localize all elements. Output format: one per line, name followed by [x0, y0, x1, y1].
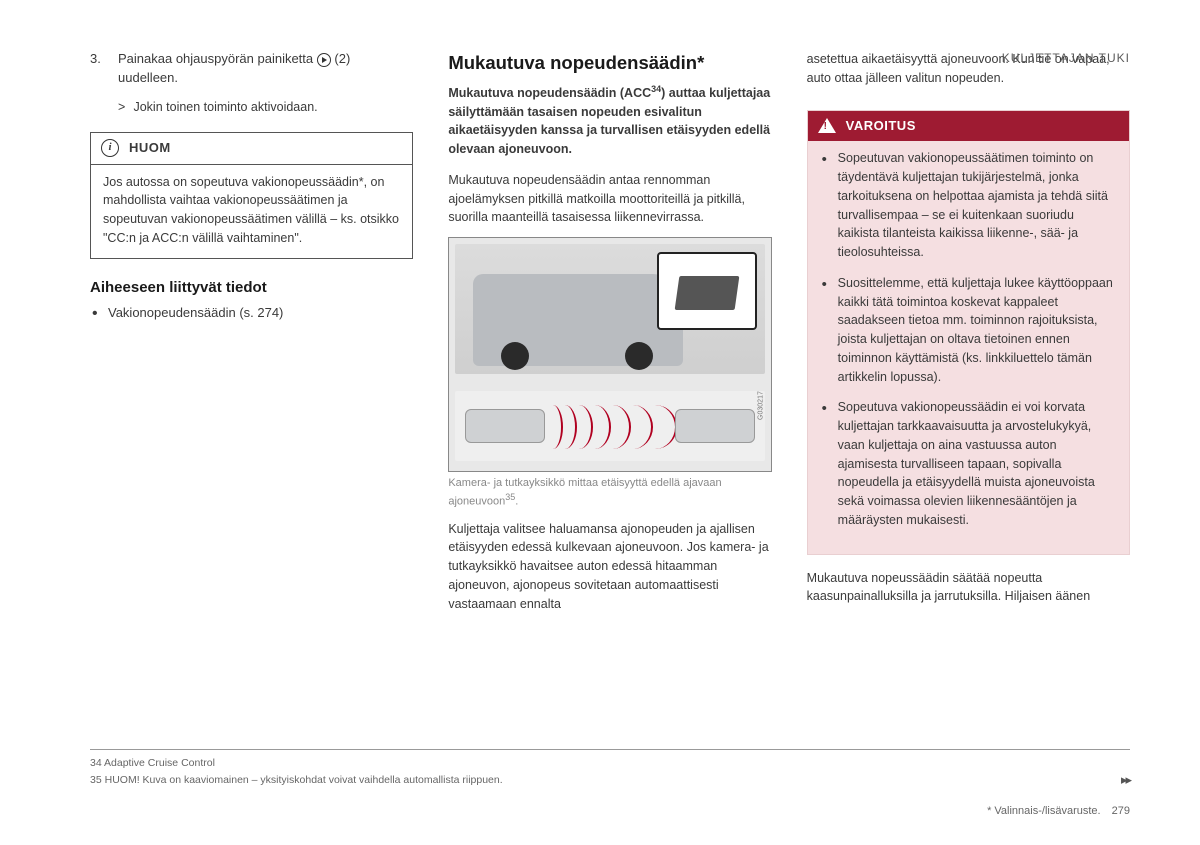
mini-car-right	[675, 409, 755, 443]
main-heading: Mukautuva nopeudensäädin*	[448, 50, 771, 77]
related-title: Aiheeseen liittyvät tiedot	[90, 277, 413, 299]
info-icon: i	[101, 139, 119, 157]
step-sub-text: Jokin toinen toiminto aktivoidaan.	[133, 100, 317, 114]
footnote-35: 35 HUOM! Kuva on kaaviomainen – yksityis…	[90, 773, 1130, 788]
warning-item: Suosittelemme, että kuljettaja lukee käy…	[822, 274, 1115, 387]
caption-sup: 35	[505, 492, 515, 502]
para-bottom: Mukautuva nopeussäädin säätää nopeutta k…	[807, 569, 1130, 607]
continue-arrows-icon: ▸▸	[1121, 771, 1130, 790]
car-illustration	[473, 274, 683, 366]
warning-box: VAROITUS Sopeutuvan vakionopeussäätimen …	[807, 110, 1130, 555]
radar-waves	[553, 405, 673, 449]
caption-a: Kamera- ja tutkayksikkö mittaa etäisyytt…	[448, 477, 721, 508]
wheel-icon	[625, 342, 653, 370]
intro-a: Mukautuva nopeudensäädin (ACC	[448, 86, 651, 100]
related-item: Vakionopeudensäädin (s. 274)	[90, 304, 413, 323]
column-3: asetettua aikaetäisyyttä ajoneuvoon. Kun…	[807, 50, 1130, 730]
step-text-a: Painakaa ohjauspyörän painiketta	[118, 51, 313, 66]
note-title: HUOM	[129, 139, 171, 158]
figure-caption: Kamera- ja tutkayksikkö mittaa etäisyytt…	[448, 476, 771, 509]
column-2: Mukautuva nopeudensäädin* Mukautuva nope…	[448, 50, 771, 730]
column-1: 3. Painakaa ohjauspyörän painiketta (2) …	[90, 50, 413, 730]
warning-item: Sopeutuva vakionopeussäädin ei voi korva…	[822, 398, 1115, 529]
step-3: 3. Painakaa ohjauspyörän painiketta (2) …	[90, 50, 413, 88]
wheel-icon	[501, 342, 529, 370]
step-number: 3.	[90, 50, 108, 88]
sensor-icon	[674, 276, 739, 310]
caption-b: .	[515, 496, 518, 508]
intro-sup: 34	[651, 84, 661, 94]
warning-item: Sopeutuvan vakionopeussäätimen toiminto …	[822, 149, 1115, 262]
figure-top	[455, 244, 764, 374]
note-body: Jos autossa on sopeutuva vakionopeussääd…	[91, 165, 412, 258]
footer-note: * Valinnais-/lisävaruste.	[987, 805, 1101, 817]
figure: G030217	[448, 237, 771, 472]
warning-header: VAROITUS	[808, 111, 1129, 142]
footnotes: 34 Adaptive Cruise Control 35 HUOM! Kuva…	[90, 749, 1130, 790]
step-text: Painakaa ohjauspyörän painiketta (2) uud…	[118, 50, 413, 88]
intro-para: Mukautuva nopeudensäädin (ACC34) auttaa …	[448, 83, 771, 159]
footnote-34: 34 Adaptive Cruise Control	[90, 756, 1130, 771]
warning-title: VAROITUS	[846, 117, 916, 136]
section-header: KULJETTAJAN TUKI	[1002, 50, 1130, 67]
image-ref: G030217	[757, 391, 767, 420]
related-list: Vakionopeudensäädin (s. 274)	[90, 304, 413, 329]
para-1: Mukautuva nopeudensäädin antaa rennomman…	[448, 171, 771, 227]
warning-body: Sopeutuvan vakionopeussäätimen toiminto …	[808, 141, 1129, 553]
chevron-icon: >	[118, 98, 130, 116]
page-content: 3. Painakaa ohjauspyörän painiketta (2) …	[0, 0, 1200, 760]
figure-bottom	[455, 391, 764, 461]
callout-box	[657, 252, 757, 330]
mini-car-left	[465, 409, 545, 443]
warning-icon	[818, 118, 836, 133]
step-sub: > Jokin toinen toiminto aktivoidaan.	[118, 98, 413, 116]
note-box: i HUOM Jos autossa on sopeutuva vakionop…	[90, 132, 413, 259]
note-header: i HUOM	[91, 133, 412, 165]
page-footer: * Valinnais-/lisävaruste. 279	[987, 804, 1130, 820]
para-2: Kuljettaja valitsee haluamansa ajonopeud…	[448, 520, 771, 614]
resume-icon	[317, 53, 331, 67]
page-number: 279	[1112, 805, 1130, 817]
